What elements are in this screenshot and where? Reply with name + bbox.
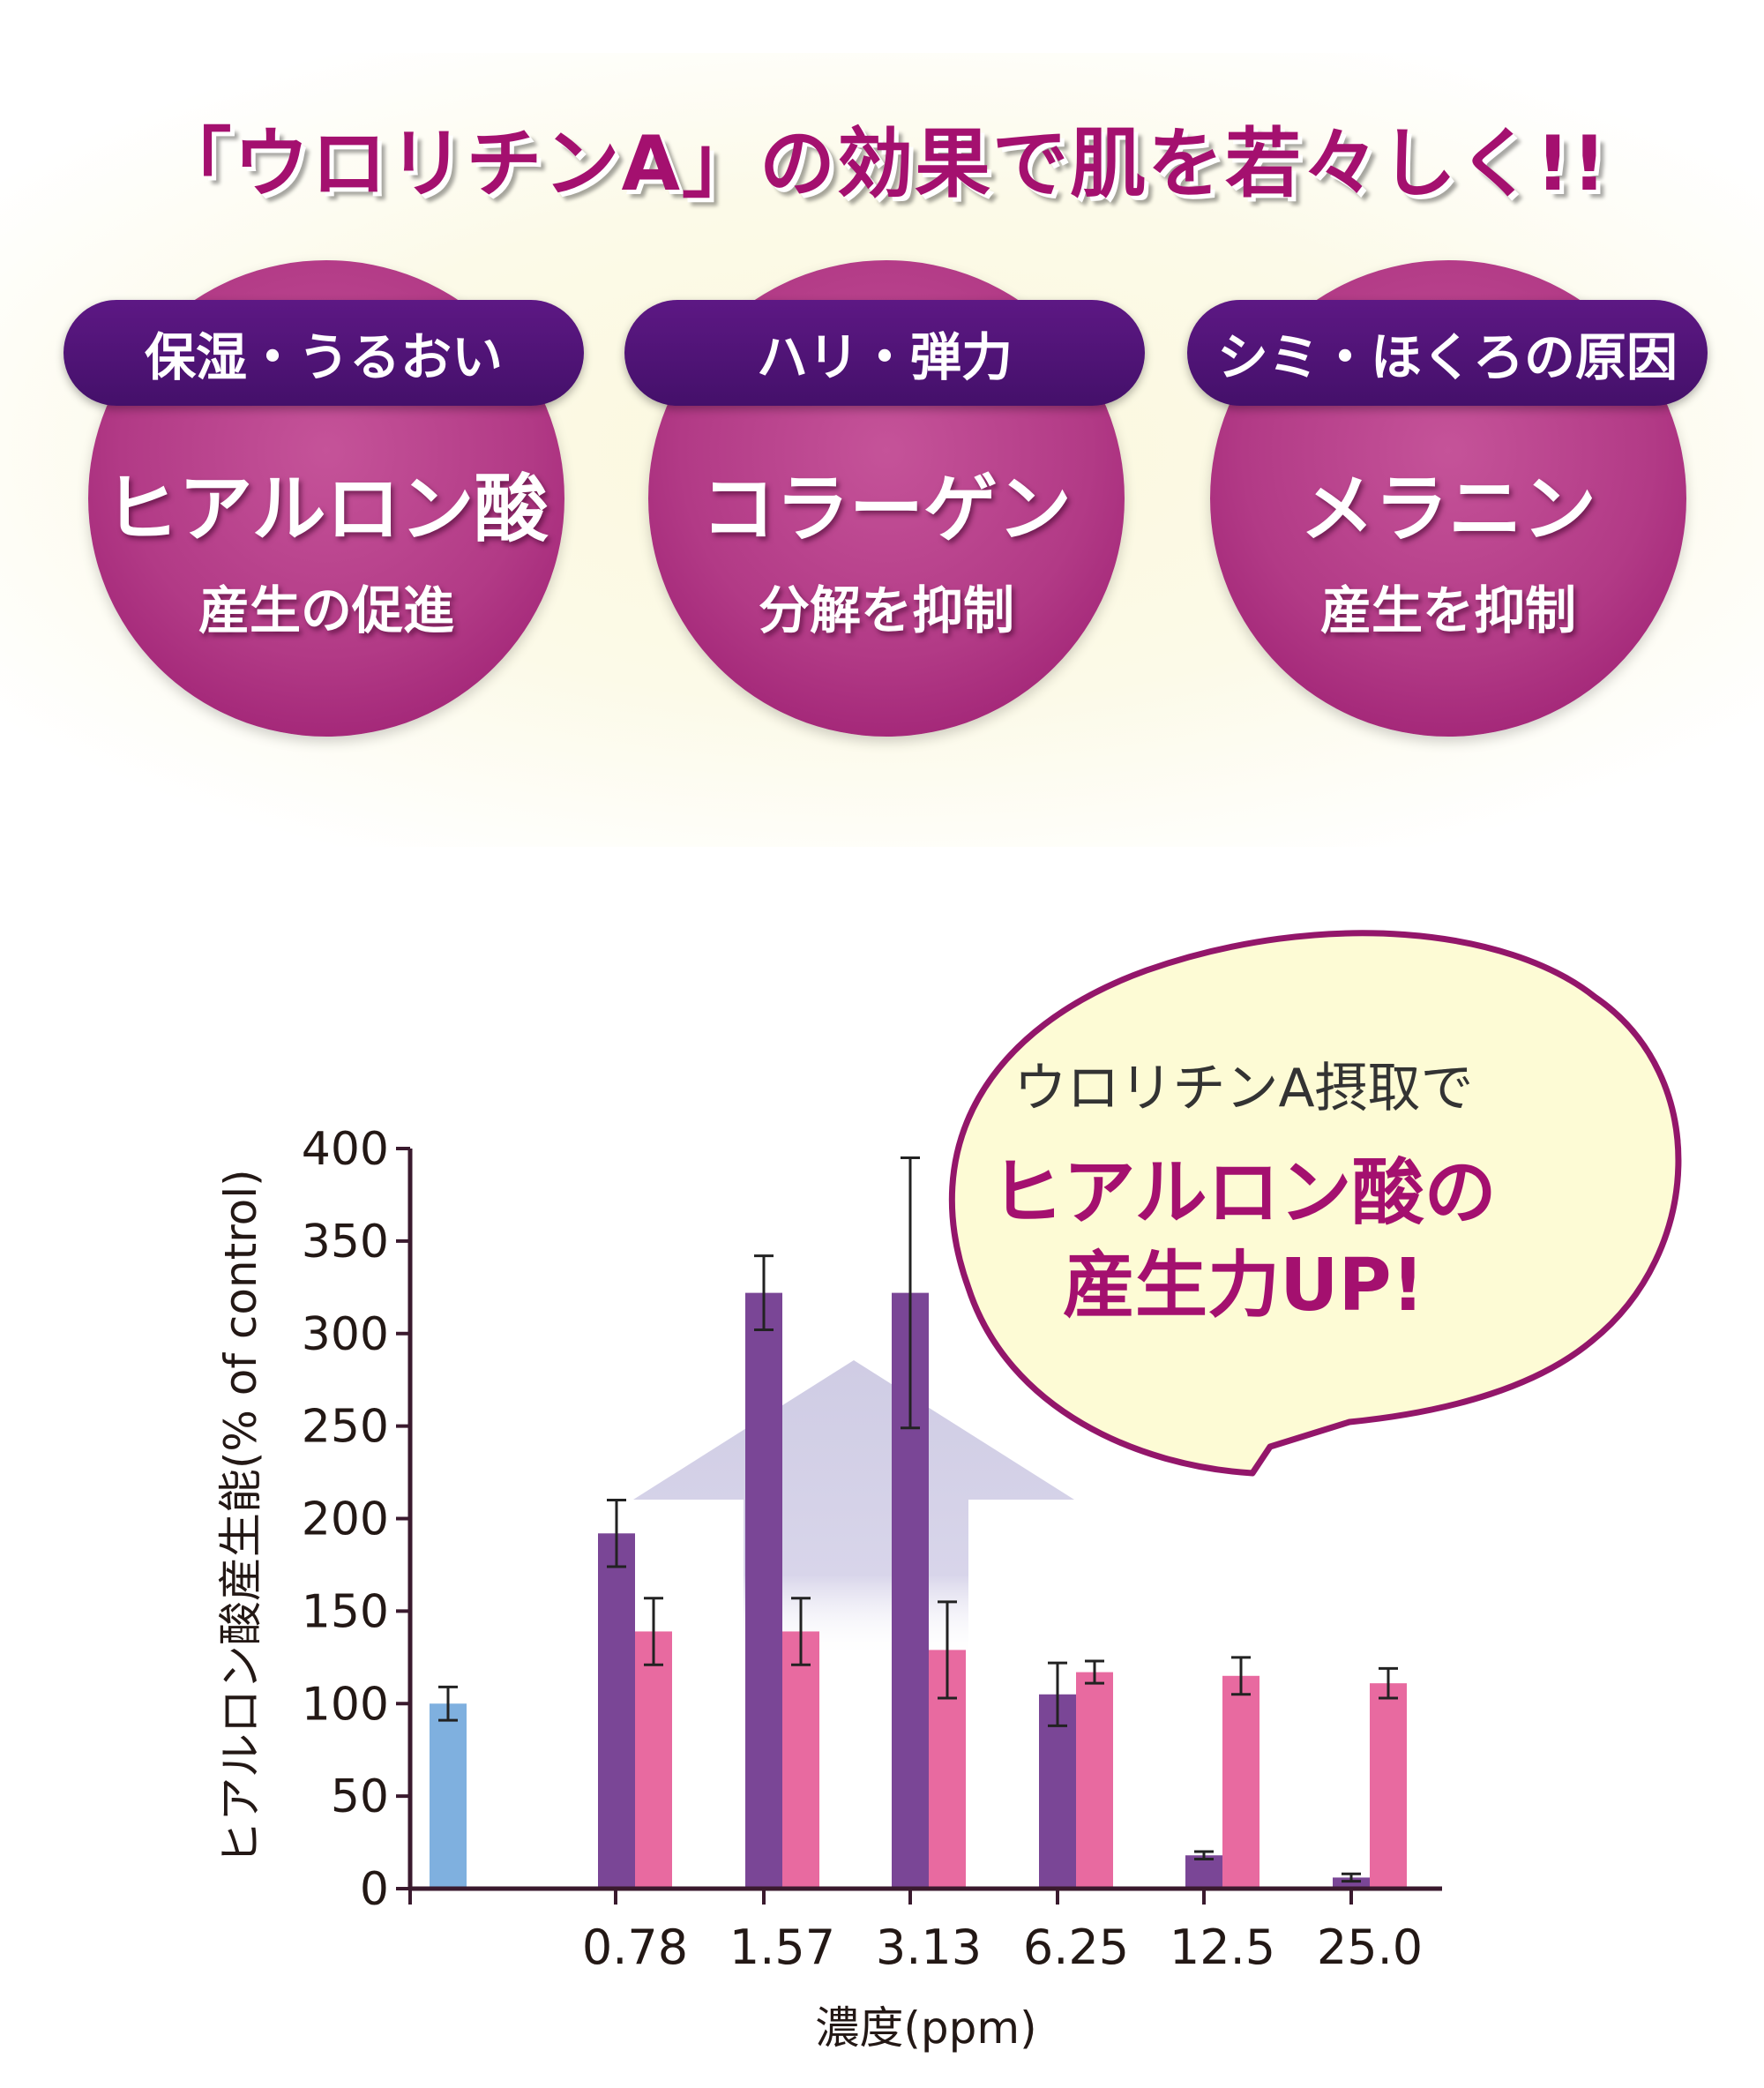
speech-bubble: [948, 930, 1682, 1477]
bar: [1222, 1675, 1259, 1889]
bar: [1076, 1672, 1113, 1889]
bubble-line-1: ウロリチンA摂取で: [1013, 1058, 1474, 1119]
up-arrow-graphic: [633, 1360, 1074, 1658]
bar: [430, 1703, 467, 1889]
y-tick-label: 150: [302, 1585, 389, 1638]
bar: [1370, 1683, 1407, 1889]
card-main-melanin: メラニン: [1299, 466, 1596, 552]
card-tag-collagen: ハリ・弾力: [624, 300, 1145, 406]
bar: [598, 1533, 635, 1889]
x-tick-label: 12.5: [1170, 1920, 1275, 1975]
x-tick-label: 1.57: [729, 1920, 835, 1975]
x-tick-label: 25.0: [1317, 1920, 1423, 1975]
bar: [635, 1631, 672, 1889]
card-sub-hyaluronic: 産生の促進: [198, 580, 454, 640]
x-tick-label: 0.78: [582, 1920, 688, 1975]
y-tick-label: 250: [302, 1401, 389, 1454]
x-tick-label: 6.25: [1023, 1920, 1129, 1975]
card-sub-melanin: 産生を抑制: [1319, 580, 1576, 640]
x-tick-label: 3.13: [876, 1920, 982, 1975]
y-tick-label: 0: [360, 1863, 389, 1916]
y-tick-label: 100: [302, 1678, 389, 1731]
card-main-hyaluronic: ヒアルロン酸: [104, 466, 549, 552]
card-main-collagen: コラーゲン: [700, 466, 1072, 552]
card-tag-melanin: シミ・ほくろの原因: [1187, 300, 1708, 406]
x-axis-title: 濃度(ppm): [815, 2002, 1036, 2054]
y-tick-label: 50: [331, 1770, 389, 1823]
card-tag-hyaluronic: 保湿・うるおい: [64, 300, 584, 406]
bubble-line-2: ヒアルロン酸の: [990, 1151, 1497, 1235]
y-tick-label: 400: [302, 1123, 389, 1176]
card-sub-collagen: 分解を抑制: [758, 580, 1014, 640]
y-tick-label: 200: [302, 1493, 389, 1546]
y-tick-label: 350: [302, 1216, 389, 1269]
y-tick-label: 300: [302, 1308, 389, 1361]
bar: [1185, 1855, 1222, 1889]
y-axis-title: ヒアルロン酸産生能(% of control): [215, 1169, 266, 1865]
bar: [782, 1631, 819, 1889]
bar: [745, 1292, 782, 1889]
bubble-line-3: 産生力UP!: [1062, 1244, 1425, 1328]
headline: 「ウロリチンA」の効果で肌を若々しく!!: [155, 120, 1609, 208]
